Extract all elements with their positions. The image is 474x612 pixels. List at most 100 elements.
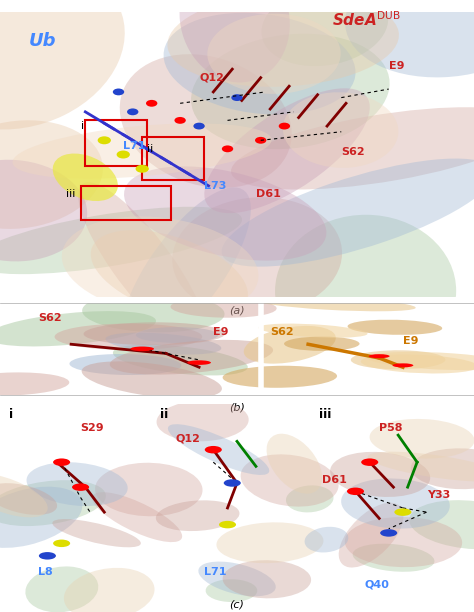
Circle shape [205, 446, 222, 453]
Text: D61: D61 [256, 189, 281, 200]
Circle shape [127, 108, 138, 115]
Ellipse shape [164, 13, 356, 114]
Ellipse shape [27, 462, 128, 506]
Ellipse shape [171, 297, 277, 318]
Ellipse shape [0, 373, 69, 395]
Ellipse shape [370, 419, 474, 458]
Text: E9: E9 [213, 327, 229, 337]
Text: S62: S62 [341, 146, 365, 157]
Circle shape [231, 94, 243, 101]
Ellipse shape [62, 217, 258, 316]
Ellipse shape [207, 13, 341, 94]
Ellipse shape [347, 319, 442, 335]
Ellipse shape [266, 434, 322, 494]
Ellipse shape [198, 562, 276, 596]
Circle shape [39, 552, 56, 559]
Circle shape [361, 458, 378, 466]
Circle shape [279, 122, 290, 130]
Ellipse shape [0, 121, 103, 229]
Ellipse shape [275, 215, 456, 367]
Ellipse shape [92, 492, 182, 542]
Text: E9: E9 [403, 336, 419, 346]
Text: (b): (b) [229, 402, 245, 412]
Circle shape [117, 151, 130, 159]
Ellipse shape [262, 0, 388, 66]
Circle shape [136, 165, 149, 173]
Ellipse shape [0, 311, 156, 346]
Ellipse shape [231, 107, 474, 190]
Ellipse shape [305, 527, 348, 553]
Ellipse shape [106, 332, 221, 354]
Ellipse shape [204, 88, 370, 213]
Circle shape [193, 122, 205, 130]
Ellipse shape [223, 366, 337, 388]
Ellipse shape [53, 154, 118, 201]
Ellipse shape [120, 54, 292, 188]
Text: L71: L71 [123, 141, 146, 151]
Bar [81, 186, 171, 220]
Ellipse shape [217, 522, 323, 563]
Ellipse shape [353, 543, 435, 572]
Ellipse shape [95, 463, 202, 517]
Ellipse shape [368, 452, 474, 482]
Ellipse shape [180, 0, 290, 83]
Text: Q12: Q12 [199, 73, 224, 83]
Ellipse shape [0, 207, 242, 274]
Ellipse shape [345, 0, 474, 77]
Circle shape [380, 529, 397, 537]
Ellipse shape [286, 485, 334, 512]
Ellipse shape [0, 474, 48, 517]
Ellipse shape [55, 324, 202, 350]
Ellipse shape [168, 424, 269, 475]
Ellipse shape [254, 296, 416, 312]
Circle shape [53, 458, 70, 466]
Circle shape [98, 136, 111, 144]
Ellipse shape [64, 568, 155, 612]
Ellipse shape [339, 502, 403, 567]
Ellipse shape [206, 579, 257, 602]
Ellipse shape [69, 354, 182, 375]
Ellipse shape [91, 230, 248, 318]
Circle shape [53, 540, 70, 547]
Ellipse shape [283, 92, 398, 168]
Ellipse shape [12, 124, 272, 179]
Ellipse shape [156, 501, 239, 531]
Text: S29: S29 [81, 423, 104, 433]
Ellipse shape [0, 480, 106, 526]
Ellipse shape [258, 324, 367, 338]
Ellipse shape [221, 159, 474, 267]
Text: Q12: Q12 [175, 433, 200, 443]
Circle shape [222, 146, 233, 152]
Ellipse shape [52, 519, 141, 547]
Ellipse shape [223, 560, 311, 599]
Ellipse shape [136, 327, 219, 343]
Circle shape [113, 89, 124, 95]
Ellipse shape [409, 500, 474, 550]
Circle shape [369, 354, 390, 358]
Text: iii: iii [319, 408, 331, 422]
Ellipse shape [172, 197, 342, 316]
Ellipse shape [26, 567, 98, 612]
Ellipse shape [411, 449, 474, 489]
Circle shape [146, 100, 157, 106]
Circle shape [255, 137, 266, 144]
Text: S62: S62 [38, 313, 62, 323]
Text: (c): (c) [229, 600, 245, 610]
Text: ii: ii [147, 144, 153, 154]
Text: Ub: Ub [28, 32, 56, 50]
Ellipse shape [241, 454, 338, 507]
Ellipse shape [361, 354, 474, 373]
Ellipse shape [341, 479, 450, 529]
Text: L71: L71 [204, 567, 226, 577]
Ellipse shape [351, 350, 446, 369]
Circle shape [72, 483, 89, 491]
Text: ii: ii [160, 408, 168, 422]
Ellipse shape [82, 293, 225, 332]
Text: L8: L8 [38, 567, 53, 577]
Ellipse shape [330, 452, 430, 497]
Text: S62: S62 [270, 327, 294, 337]
Text: Q40: Q40 [365, 579, 390, 589]
Ellipse shape [0, 487, 82, 548]
Ellipse shape [0, 160, 87, 261]
Ellipse shape [110, 340, 273, 375]
